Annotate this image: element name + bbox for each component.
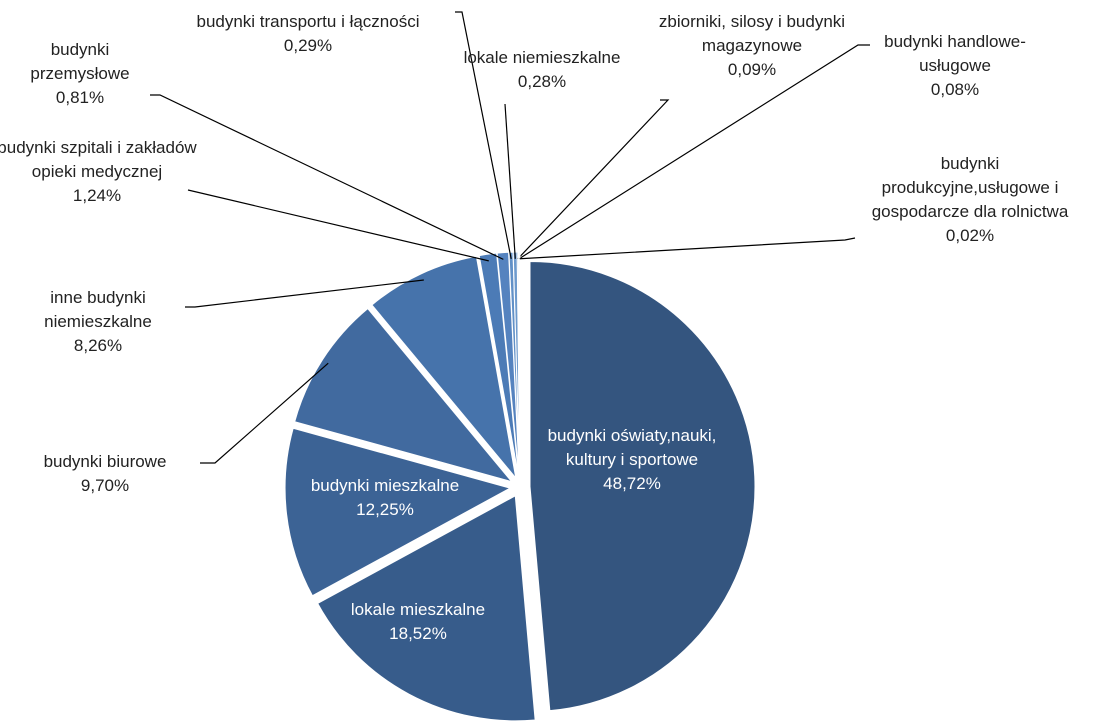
pie-slice	[529, 261, 756, 712]
label-value: 0,28%	[517, 72, 567, 91]
pie-slice	[478, 252, 520, 478]
data-label: budynki biurowe 9,70%	[5, 450, 205, 498]
data-label: budynki produkcyjne,usługowe i gospodarc…	[855, 152, 1085, 248]
label-value: 0,81%	[55, 88, 105, 107]
label-value: 0,29%	[283, 36, 333, 55]
label-name: budynki mieszkalne	[310, 476, 460, 495]
label-name: inne budynki niemieszkalne	[44, 288, 152, 331]
leader-line	[150, 94, 504, 260]
leader-line	[185, 279, 424, 308]
data-label: lokale mieszkalne 18,52%	[318, 598, 518, 646]
leader-line	[519, 237, 856, 260]
data-label: budynki oświaty,nauki, kultury i sportow…	[545, 424, 720, 496]
leader-line	[455, 11, 512, 260]
pie-slice	[294, 307, 514, 483]
leader-line	[200, 362, 329, 464]
data-label: budynki szpitali i zakładów opieki medyc…	[0, 136, 197, 208]
label-name: budynki produkcyjne,usługowe i gospodarc…	[871, 154, 1069, 221]
label-name: lokale mieszkalne	[350, 600, 486, 619]
label-value: 0,08%	[930, 80, 980, 99]
data-label: budynki handlowe-usługowe 0,08%	[855, 30, 1055, 102]
label-name: budynki transportu i łączności	[196, 12, 420, 31]
label-name: budynki biurowe	[43, 452, 167, 471]
leader-line	[504, 103, 516, 259]
label-value: 0,09%	[727, 60, 777, 79]
pie-slice	[284, 427, 512, 597]
leader-line	[517, 99, 670, 260]
label-value: 8,26%	[73, 336, 123, 355]
data-label: budynki przemysłowe 0,81%	[5, 38, 155, 110]
data-label: zbiorniki, silosy i budynki magazynowe 0,…	[652, 10, 852, 82]
data-label: budynki transportu i łączności 0,29%	[193, 10, 423, 58]
label-value: 12,25%	[356, 500, 414, 519]
label-value: 9,70%	[80, 476, 130, 495]
label-value: 48,72%	[603, 474, 661, 493]
leader-line	[518, 44, 870, 260]
pie-slice	[316, 495, 536, 722]
label-value: 1,24%	[72, 186, 122, 205]
label-name: lokale niemieszkalne	[463, 48, 621, 67]
label-value: 0,02%	[945, 226, 995, 245]
label-name: budynki przemysłowe	[30, 40, 130, 83]
label-name: zbiorniki, silosy i budynki magazynowe	[658, 12, 846, 55]
data-label: budynki mieszkalne 12,25%	[270, 474, 500, 522]
label-name: budynki szpitali i zakładów opieki medyc…	[0, 138, 197, 181]
data-label: lokale niemieszkalne 0,28%	[427, 46, 657, 94]
data-label: inne budynki niemieszkalne 8,26%	[3, 286, 193, 358]
label-name: budynki oświaty,nauki, kultury i sportow…	[547, 426, 717, 469]
label-name: budynki handlowe-usługowe	[884, 32, 1026, 75]
label-value: 18,52%	[389, 624, 447, 643]
leader-line	[187, 189, 489, 262]
